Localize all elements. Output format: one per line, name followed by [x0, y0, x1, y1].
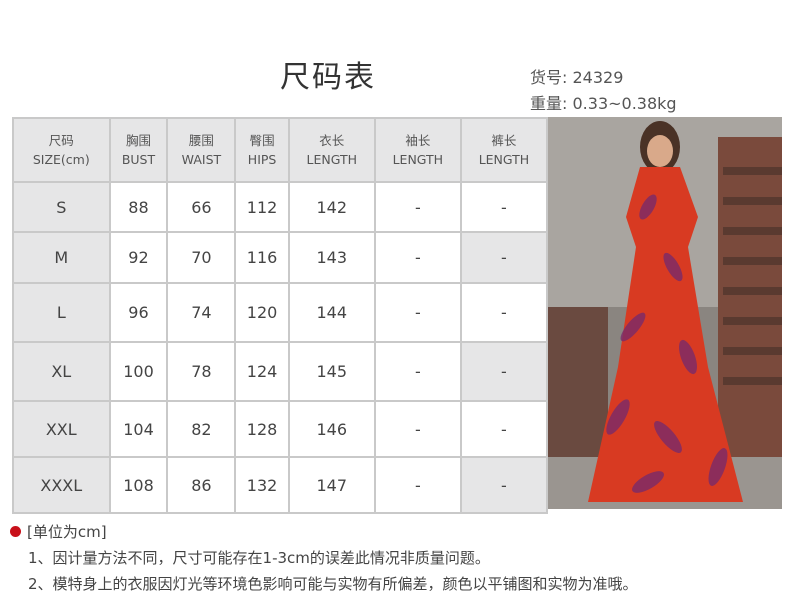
- value-cell: 146: [287, 400, 376, 458]
- unit-note: [单位为cm]: [27, 523, 107, 541]
- value-cell: 82: [166, 400, 237, 458]
- header-en: LENGTH: [306, 152, 358, 167]
- header-cn: 裤长: [491, 133, 517, 148]
- value-cell: 92: [108, 231, 169, 284]
- value-cell: 142: [287, 181, 376, 233]
- column-header: 裤长 LENGTH: [459, 117, 549, 183]
- header-cn: 胸围: [125, 133, 151, 148]
- value-cell: 70: [166, 231, 237, 284]
- table-row: XL 100 78 124 145- -: [12, 341, 549, 402]
- header-cn: 腰围: [188, 133, 214, 148]
- size-table: 尺码 SIZE(cm) 胸围 BUST 腰围 WAIST 臀围 HIPS 衣长 LENGTH 袖长 L…: [12, 117, 549, 514]
- product-photo: [548, 117, 782, 509]
- item-number-value: 24329: [572, 68, 624, 87]
- item-number-label: 货号:: [530, 68, 568, 87]
- value-cell: -: [373, 282, 462, 343]
- header-en: BUST: [121, 152, 156, 167]
- value-cell: 88: [108, 181, 169, 233]
- weight-value: 0.33~0.38kg: [572, 94, 677, 113]
- column-header: 尺码 SIZE(cm): [12, 117, 111, 183]
- header-en: LENGTH: [392, 152, 444, 167]
- header-en: HIPS: [247, 152, 277, 167]
- value-cell: 100: [108, 341, 169, 402]
- value-cell: -: [459, 341, 549, 402]
- weight-label: 重量:: [530, 94, 568, 113]
- table-row: S 88 66 112 142- -: [12, 181, 549, 233]
- size-cell: XXXL: [12, 456, 111, 514]
- value-cell: -: [373, 456, 462, 514]
- table-row: XXL 104 82 128 146- -: [12, 400, 549, 458]
- value-cell: 147: [287, 456, 376, 514]
- value-cell: -: [459, 231, 549, 284]
- column-header: 袖长 LENGTH: [373, 117, 462, 183]
- column-header: 衣长 LENGTH: [287, 117, 376, 183]
- value-cell: 108: [108, 456, 169, 514]
- column-header: 胸围 BUST: [108, 117, 169, 183]
- value-cell: 74: [166, 282, 237, 343]
- weight: 重量: 0.33~0.38kg: [530, 90, 677, 114]
- item-number: 货号: 24329: [530, 64, 623, 88]
- note-2: 2、模特身上的衣服因灯光等环境色影响可能与实物有所偏差，颜色以平铺图和实物为准哦…: [28, 575, 638, 593]
- column-header: 腰围 WAIST: [166, 117, 237, 183]
- column-header: 臀围 HIPS: [234, 117, 290, 183]
- value-cell: 124: [234, 341, 290, 402]
- value-cell: -: [373, 341, 462, 402]
- table-row: M 92 70 116 143- -: [12, 231, 549, 284]
- page-title: 尺码表: [280, 60, 376, 95]
- bullet-icon: [10, 526, 21, 537]
- size-cell: XXL: [12, 400, 111, 458]
- value-cell: -: [459, 400, 549, 458]
- value-cell: 143: [287, 231, 376, 284]
- value-cell: 96: [108, 282, 169, 343]
- value-cell: 120: [234, 282, 290, 343]
- value-cell: 132: [234, 456, 290, 514]
- size-cell: S: [12, 181, 111, 233]
- value-cell: 104: [108, 400, 169, 458]
- value-cell: 144: [287, 282, 376, 343]
- value-cell: 128: [234, 400, 290, 458]
- value-cell: 78: [166, 341, 237, 402]
- notes: [单位为cm] 1、因计量方法不同，尺寸可能存在1-3cm的误差此情况非质量问题…: [10, 519, 638, 597]
- size-cell: L: [12, 282, 111, 343]
- note-1: 1、因计量方法不同，尺寸可能存在1-3cm的误差此情况非质量问题。: [28, 549, 490, 567]
- header-cn: 袖长: [405, 133, 431, 148]
- value-cell: 145: [287, 341, 376, 402]
- value-cell: -: [459, 456, 549, 514]
- value-cell: -: [373, 400, 462, 458]
- table-row: L 96 74 120 144- -: [12, 282, 549, 343]
- value-cell: 116: [234, 231, 290, 284]
- value-cell: -: [459, 181, 549, 233]
- size-cell: XL: [12, 341, 111, 402]
- header-en: SIZE(cm): [32, 152, 90, 167]
- value-cell: 112: [234, 181, 290, 233]
- header-en: LENGTH: [478, 152, 530, 167]
- value-cell: 86: [166, 456, 237, 514]
- value-cell: -: [373, 231, 462, 284]
- header-en: WAIST: [181, 152, 222, 167]
- table-row: XXXL 108 86 132 147- -: [12, 456, 549, 514]
- value-cell: 66: [166, 181, 237, 233]
- header-cn: 衣长: [319, 133, 345, 148]
- header-cn: 尺码: [48, 133, 74, 148]
- value-cell: -: [459, 282, 549, 343]
- value-cell: -: [373, 181, 462, 233]
- size-cell: M: [12, 231, 111, 284]
- header-cn: 臀围: [249, 133, 275, 148]
